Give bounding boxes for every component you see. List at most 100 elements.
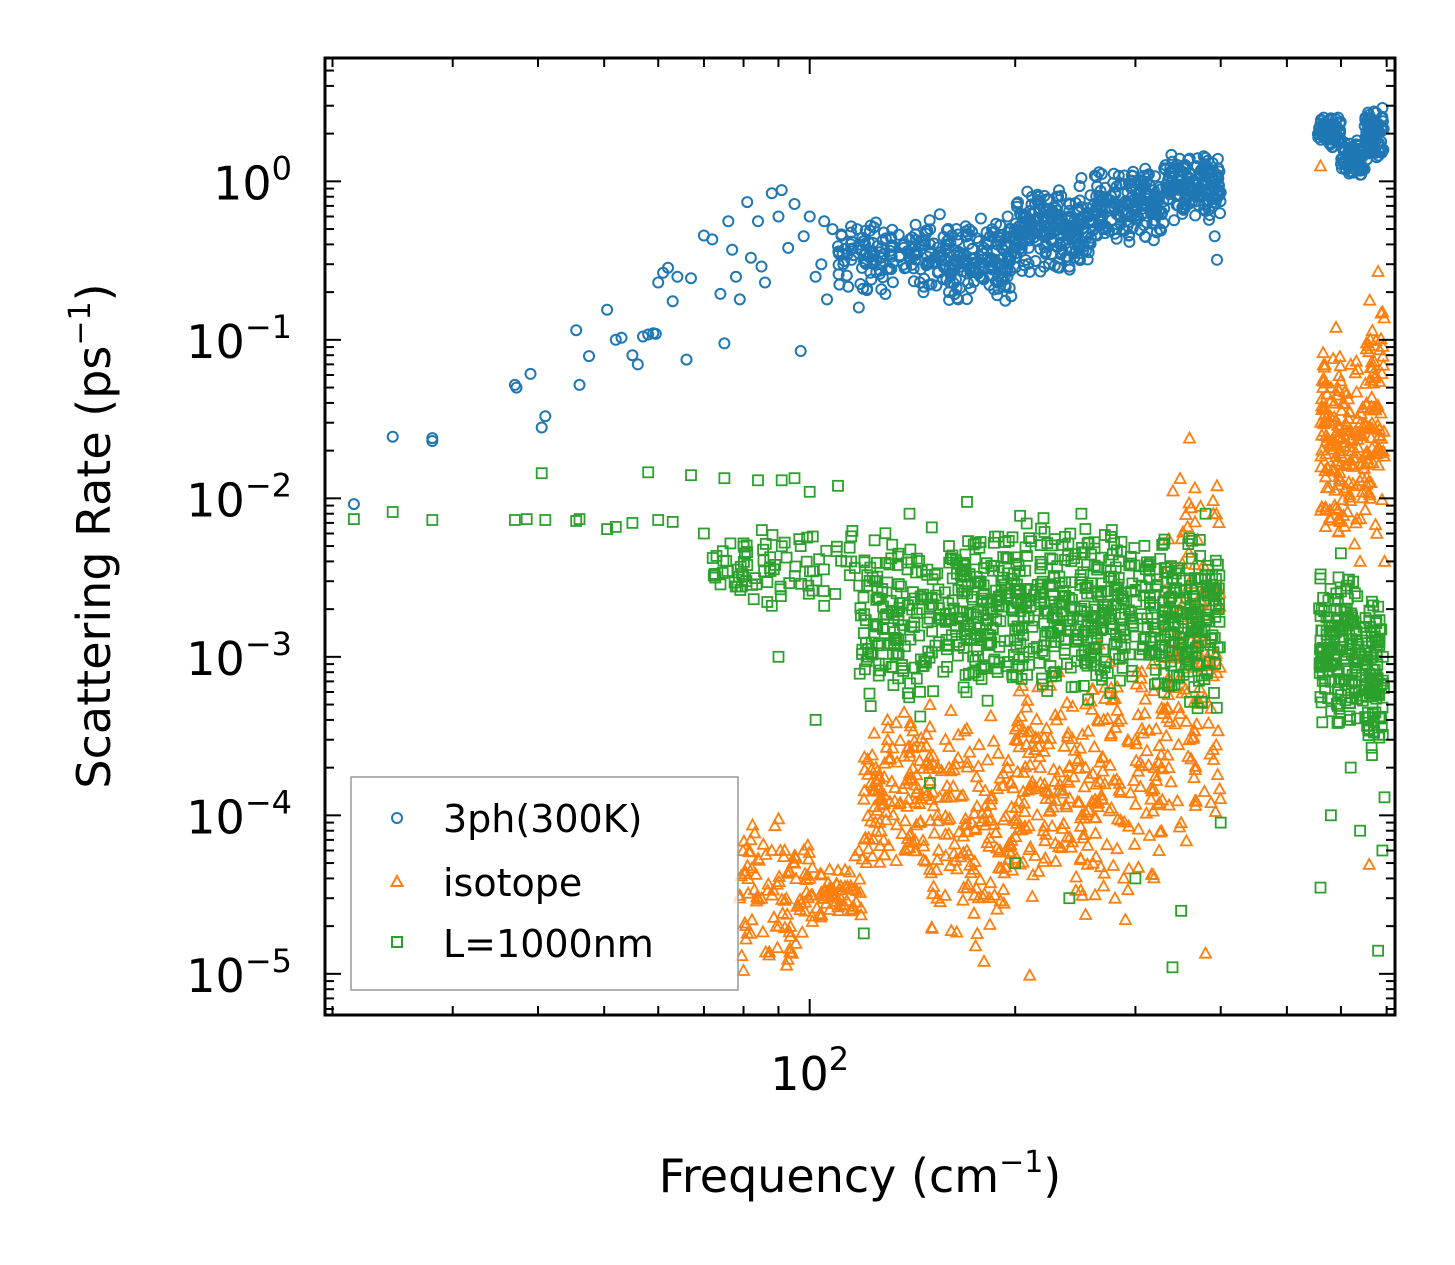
point xyxy=(1009,811,1024,824)
point xyxy=(535,421,548,434)
point xyxy=(988,653,1001,666)
point xyxy=(1131,763,1146,777)
point xyxy=(923,238,936,251)
point xyxy=(852,301,865,314)
point xyxy=(1073,850,1088,864)
point xyxy=(728,576,741,589)
point xyxy=(939,586,951,599)
point xyxy=(1213,791,1228,805)
point xyxy=(1353,511,1368,525)
point xyxy=(837,258,850,271)
point xyxy=(1182,170,1194,183)
point xyxy=(1154,823,1169,837)
point xyxy=(803,485,816,498)
point xyxy=(1165,560,1177,572)
point xyxy=(904,633,917,646)
point xyxy=(833,896,848,910)
point xyxy=(1211,253,1223,266)
point xyxy=(1209,478,1225,492)
point xyxy=(906,231,919,244)
point xyxy=(853,900,869,914)
point xyxy=(832,479,844,492)
point xyxy=(1124,550,1137,563)
point xyxy=(1056,598,1069,611)
point xyxy=(1186,723,1202,736)
point xyxy=(866,832,881,845)
point xyxy=(539,410,552,423)
point xyxy=(1083,235,1096,248)
point xyxy=(831,899,846,913)
point xyxy=(1091,180,1104,193)
point xyxy=(845,220,858,233)
point xyxy=(997,551,1010,563)
point xyxy=(1106,858,1121,871)
point xyxy=(1323,512,1338,526)
point xyxy=(1361,420,1376,433)
point xyxy=(743,832,758,846)
point xyxy=(1038,214,1051,227)
point xyxy=(1164,655,1177,668)
point xyxy=(1102,803,1117,817)
point xyxy=(840,269,853,282)
point xyxy=(789,560,802,573)
point xyxy=(832,240,844,253)
x-tick-label: 102 xyxy=(770,1040,849,1101)
point xyxy=(1126,616,1139,629)
point xyxy=(1159,159,1172,172)
point xyxy=(892,228,905,241)
point xyxy=(1050,670,1062,682)
point xyxy=(1154,747,1169,761)
point xyxy=(857,235,870,248)
point xyxy=(1149,622,1162,635)
point xyxy=(1036,575,1049,588)
point xyxy=(1163,680,1175,693)
point xyxy=(1078,760,1093,773)
point xyxy=(1364,389,1379,403)
point xyxy=(758,847,773,860)
point xyxy=(846,525,859,537)
point xyxy=(1372,600,1385,613)
series-layer xyxy=(347,102,1392,981)
point xyxy=(962,744,977,758)
point xyxy=(1160,747,1175,761)
point xyxy=(1193,674,1205,687)
y-tick-label: 10−2 xyxy=(186,466,292,527)
point xyxy=(859,663,871,676)
point xyxy=(809,900,824,914)
point xyxy=(930,890,945,904)
point xyxy=(1063,892,1076,905)
point xyxy=(980,835,995,849)
point xyxy=(844,903,859,917)
point xyxy=(1181,749,1196,762)
point xyxy=(879,527,892,540)
point xyxy=(923,651,936,664)
point xyxy=(957,681,970,694)
point xyxy=(1153,223,1166,236)
point xyxy=(426,514,439,526)
point xyxy=(744,912,760,926)
point xyxy=(1131,821,1146,835)
point xyxy=(1363,724,1376,737)
point xyxy=(1365,360,1380,374)
point xyxy=(1094,787,1109,801)
point xyxy=(813,553,825,566)
point xyxy=(845,555,857,568)
point xyxy=(1331,368,1347,382)
point xyxy=(1168,214,1181,227)
point xyxy=(1152,738,1167,752)
point xyxy=(992,842,1007,856)
point xyxy=(1062,790,1077,804)
point xyxy=(909,784,924,798)
point xyxy=(764,843,779,856)
point xyxy=(904,251,916,264)
point xyxy=(967,806,982,819)
point xyxy=(998,808,1013,822)
point xyxy=(903,691,916,704)
point xyxy=(877,755,892,769)
point xyxy=(1075,507,1088,520)
point xyxy=(879,232,892,245)
point xyxy=(1316,675,1329,687)
point xyxy=(1179,714,1194,727)
point xyxy=(956,563,969,576)
point xyxy=(601,303,614,316)
